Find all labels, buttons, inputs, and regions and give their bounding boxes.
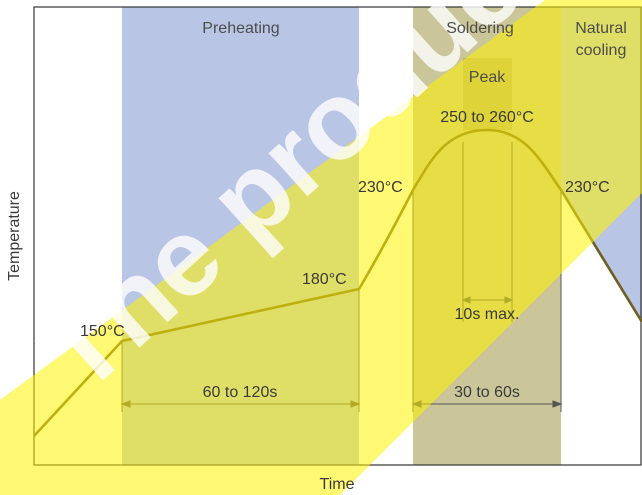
temp-230-left-label: 230°C <box>358 179 403 196</box>
soldering-duration-label: 30 to 60s <box>454 384 520 401</box>
preheat-duration-label: 60 to 120s <box>203 384 278 401</box>
temp-230-right-label: 230°C <box>565 179 610 196</box>
peak-temp-label: 250 to 260°C <box>440 109 534 126</box>
cooling-label-line2: cooling <box>576 42 627 59</box>
temp-150-label: 150°C <box>80 323 125 340</box>
cooling-label-line1: Natural <box>575 20 627 37</box>
x-axis-label: Time <box>320 476 355 493</box>
peak-label: Peak <box>469 69 506 86</box>
temp-180-label: 180°C <box>302 271 347 288</box>
preheating-label: Preheating <box>202 20 279 37</box>
y-axis-label: Temperature <box>6 191 23 281</box>
cooling-under-curve <box>561 190 642 465</box>
peak-duration-label: 10s max. <box>455 306 520 323</box>
soldering-label: Soldering <box>446 20 514 37</box>
